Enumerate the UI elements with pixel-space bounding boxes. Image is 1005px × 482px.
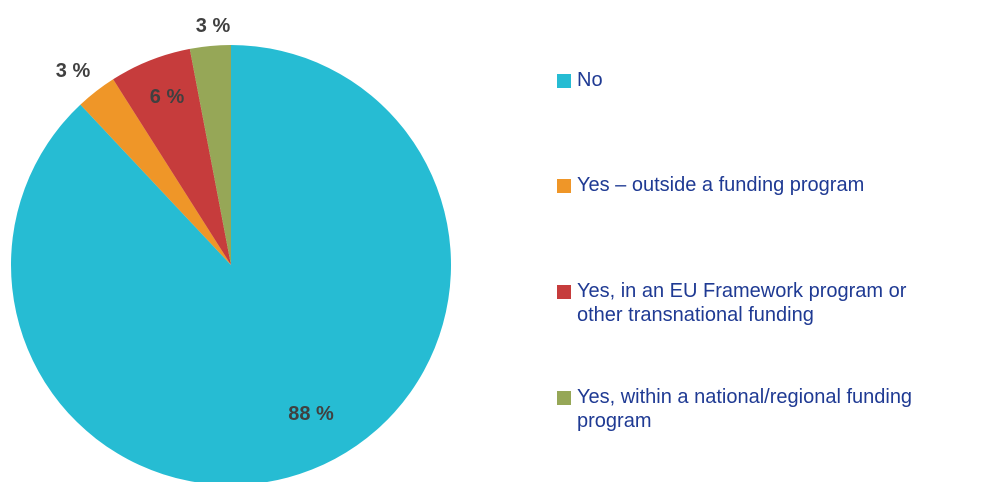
legend-swatch-outside-funding (557, 179, 571, 193)
pie-slice-no (11, 45, 451, 482)
legend: No Yes – outside a funding program Yes, … (557, 0, 1002, 482)
legend-label-no: No (577, 69, 603, 91)
legend-swatch-eu-framework (557, 285, 571, 299)
legend-label-outside-funding: Yes – outside a funding program (577, 174, 865, 196)
pie-slice-outside-funding (80, 79, 232, 265)
pie-slice-national-regional (189, 45, 231, 265)
data-label-national-regional: 3 % (196, 15, 231, 37)
legend-item-no: No (557, 68, 603, 92)
pie-chart: 88 % 3 % 6 % 3 % (11, 15, 451, 482)
legend-item-eu-framework: Yes, in an EU Framework program or other… (557, 279, 906, 327)
legend-item-outside-funding: Yes – outside a funding program (557, 173, 864, 197)
legend-swatch-no (557, 74, 571, 88)
data-label-no: 88 % (288, 403, 334, 425)
pie-slice-eu-framework (113, 48, 231, 265)
legend-swatch-national-regional (557, 391, 571, 405)
legend-label-national-regional: Yes, within a national/regional funding … (577, 386, 913, 432)
data-label-eu-framework: 6 % (150, 86, 185, 108)
legend-label-eu-framework: Yes, in an EU Framework program or other… (577, 280, 907, 326)
legend-item-national-regional: Yes, within a national/regional funding … (557, 385, 912, 433)
data-label-outside-funding: 3 % (56, 60, 91, 82)
